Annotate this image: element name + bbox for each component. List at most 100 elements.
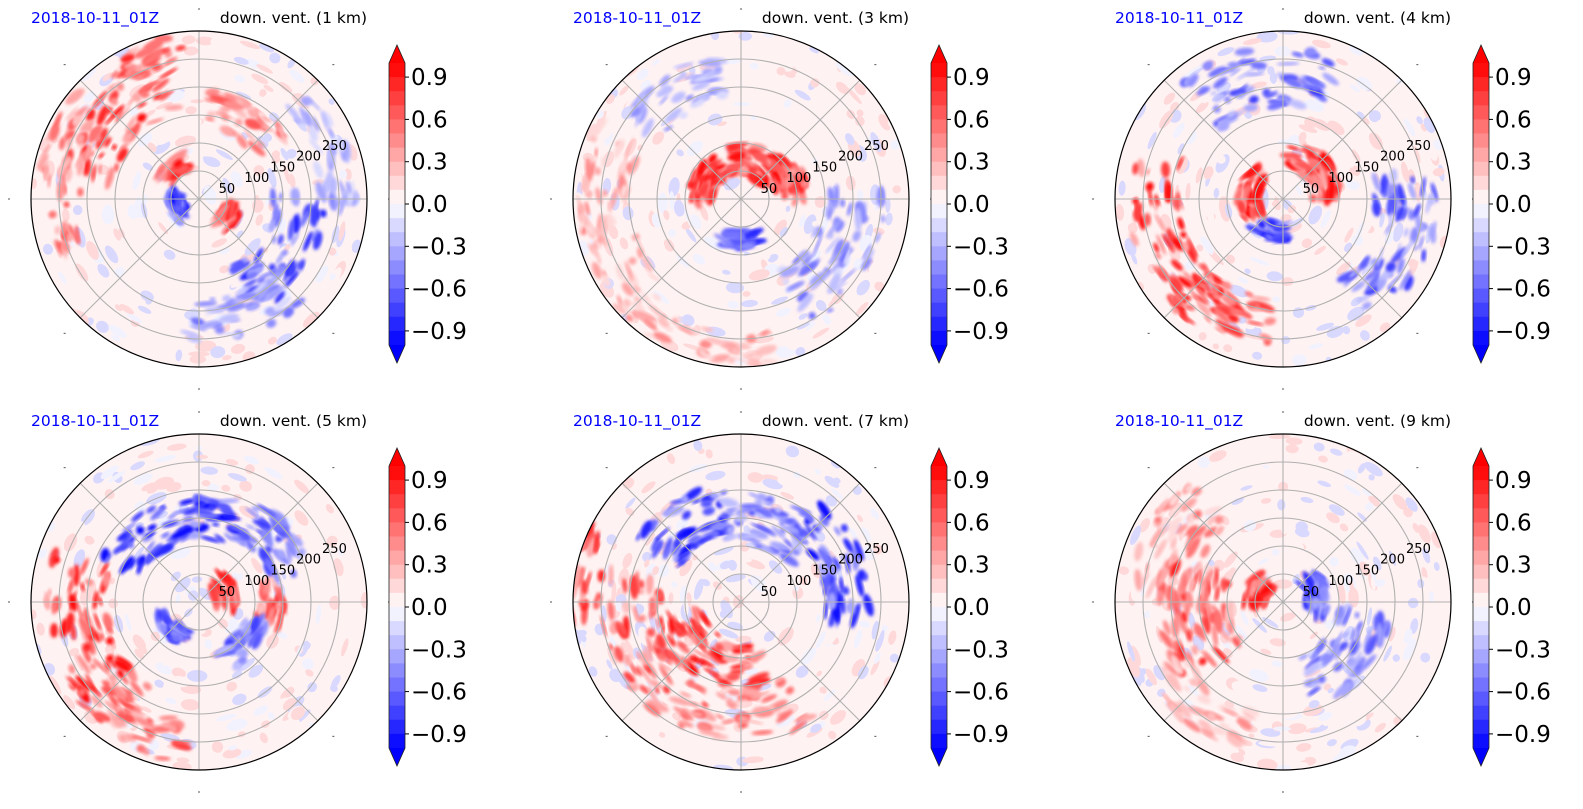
contour-cell — [274, 290, 285, 304]
colorbar-band — [931, 663, 947, 678]
colorbar-band — [389, 635, 405, 650]
contour-speck — [1242, 333, 1263, 340]
contour-speck — [1195, 167, 1203, 184]
contour-cell — [1242, 712, 1256, 720]
contour-cell — [1413, 203, 1421, 218]
contour-cell — [1349, 270, 1357, 278]
contour-cell — [141, 51, 162, 67]
angular-tick-mark — [1416, 64, 1419, 66]
colorbar-band — [931, 677, 947, 693]
contour-cell — [130, 680, 144, 697]
contour-cell — [593, 541, 600, 554]
contour-cell — [246, 272, 258, 279]
contour-cell — [590, 135, 598, 143]
contour-speck — [1372, 556, 1382, 571]
contour-speck — [625, 640, 636, 660]
contour-speck — [1375, 120, 1388, 133]
contour-cell — [709, 521, 728, 531]
contour-cell — [811, 227, 818, 238]
contour-speck — [225, 459, 239, 466]
contour-speck — [637, 144, 643, 151]
contour-speck — [1347, 306, 1365, 322]
contour-cell — [698, 522, 714, 532]
contour-cell — [1203, 314, 1212, 324]
colorbar-band — [389, 302, 405, 318]
contour-cell — [158, 622, 169, 634]
contour-cell — [750, 522, 772, 533]
contour-cell — [1308, 159, 1323, 168]
contour-cell — [1222, 708, 1240, 717]
contour-cell — [208, 504, 215, 512]
contour-cell — [160, 532, 170, 539]
contour-speck — [1422, 547, 1431, 564]
contour-cell — [1170, 655, 1181, 674]
contour-speck — [1403, 507, 1413, 518]
colorbar-tick-label: 0.3 — [411, 150, 448, 176]
contour-speck — [1403, 642, 1414, 661]
contour-speck — [211, 741, 224, 753]
contour-field — [31, 435, 367, 770]
colorbar-band — [389, 663, 405, 678]
contour-speck — [1349, 580, 1355, 593]
contour-cell — [175, 45, 186, 51]
angular-tick-mark — [1282, 411, 1284, 413]
contour-speck — [835, 81, 849, 95]
contour-cell — [66, 137, 73, 149]
contour-cell — [666, 107, 683, 122]
contour-cell — [578, 599, 587, 607]
contour-cell — [131, 511, 145, 522]
contour-speck — [785, 445, 800, 458]
contour-speck — [289, 69, 305, 83]
colorbar-band — [389, 232, 405, 247]
contour-cell — [324, 170, 334, 194]
contour-cell — [239, 302, 256, 308]
contour-cell — [158, 715, 178, 721]
contour-speck — [881, 624, 888, 632]
contour-speck — [709, 639, 718, 650]
contour-speck — [718, 628, 739, 639]
colorbar: 0.90.60.30.0−0.3−0.6−0.9 — [388, 44, 467, 364]
contour-cell — [1155, 252, 1162, 260]
contour-cell — [1286, 145, 1300, 151]
contour-cell — [861, 257, 872, 271]
angular-tick-mark — [874, 64, 877, 66]
contour-cell — [1154, 516, 1162, 524]
panel-time-title: 2018-10-11_01Z — [31, 412, 159, 431]
colorbar-band — [931, 621, 947, 636]
contour-speck — [1260, 498, 1272, 504]
contour-speck — [1262, 324, 1284, 337]
contour-cell — [1289, 99, 1307, 110]
contour-speck — [1313, 442, 1325, 452]
contour-cell — [136, 526, 145, 535]
contour-cell — [1196, 300, 1212, 318]
contour-cell — [1418, 235, 1425, 251]
contour-speck — [1369, 97, 1376, 104]
contour-cell — [692, 169, 702, 190]
contour-speck — [873, 122, 883, 135]
contour-cell — [785, 686, 795, 695]
contour-speck — [328, 694, 337, 705]
contour-cell — [853, 539, 864, 561]
contour-cell — [654, 527, 670, 541]
contour-speck — [824, 475, 840, 488]
contour-speck — [165, 697, 177, 705]
colorbar-band — [1473, 232, 1489, 247]
contour-cell — [217, 498, 240, 504]
contour-speck — [619, 237, 629, 250]
colorbar-band — [389, 63, 405, 78]
contour-cell — [790, 538, 803, 552]
contour-speck — [124, 613, 132, 632]
contour-cell — [1156, 497, 1170, 515]
contour-cell — [1188, 287, 1201, 303]
contour-speck — [1258, 741, 1281, 747]
contour-cell — [147, 524, 157, 531]
contour-cell — [663, 546, 671, 560]
contour-cell — [1303, 662, 1321, 676]
contour-cell — [1169, 702, 1184, 723]
panel-time-title: 2018-10-11_01Z — [1115, 9, 1243, 28]
colorbar-tick-label: 0.0 — [953, 595, 990, 621]
colorbar-band — [931, 246, 947, 261]
contour-speck — [668, 531, 676, 539]
contour-cell — [789, 719, 808, 735]
contour-speck — [1221, 689, 1238, 701]
